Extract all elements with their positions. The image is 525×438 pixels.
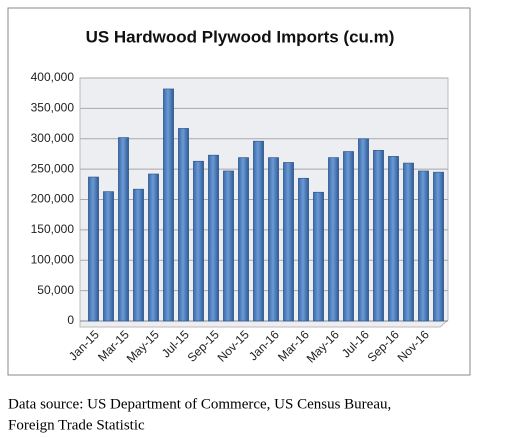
bar	[178, 128, 189, 322]
bar	[208, 154, 219, 322]
y-tick-label: 250,000	[31, 161, 75, 175]
bar	[163, 88, 174, 322]
bar	[328, 157, 339, 322]
bar	[253, 140, 264, 322]
bar	[388, 156, 399, 322]
bar	[313, 191, 324, 322]
bar	[403, 162, 414, 322]
bar	[373, 149, 384, 322]
bar	[223, 170, 234, 322]
source-line: Data source: US Department of Commerce, …	[8, 396, 391, 412]
bar	[298, 177, 309, 322]
bar	[238, 157, 249, 322]
bar	[148, 173, 159, 322]
y-tick-label: 50,000	[37, 283, 74, 297]
chart-title: US Hardwood Plywood Imports (cu.m)	[86, 27, 395, 46]
y-tick-label: 0	[67, 313, 74, 327]
bar	[133, 188, 144, 322]
bar	[418, 170, 429, 322]
y-tick-label: 200,000	[31, 192, 75, 206]
bar	[433, 171, 444, 322]
bar	[88, 176, 99, 322]
bar	[193, 160, 204, 322]
y-tick-label: 300,000	[31, 131, 75, 145]
bar	[283, 162, 294, 322]
y-tick-label: 400,000	[31, 70, 75, 84]
y-tick-label: 100,000	[31, 252, 75, 266]
source-line: Foreign Trade Statistic	[8, 417, 145, 433]
bar	[118, 137, 129, 322]
bar	[103, 191, 114, 322]
y-tick-label: 350,000	[31, 101, 75, 115]
bar	[268, 157, 279, 322]
bar	[358, 138, 369, 322]
y-tick-label: 150,000	[31, 222, 75, 236]
bar	[343, 151, 354, 322]
